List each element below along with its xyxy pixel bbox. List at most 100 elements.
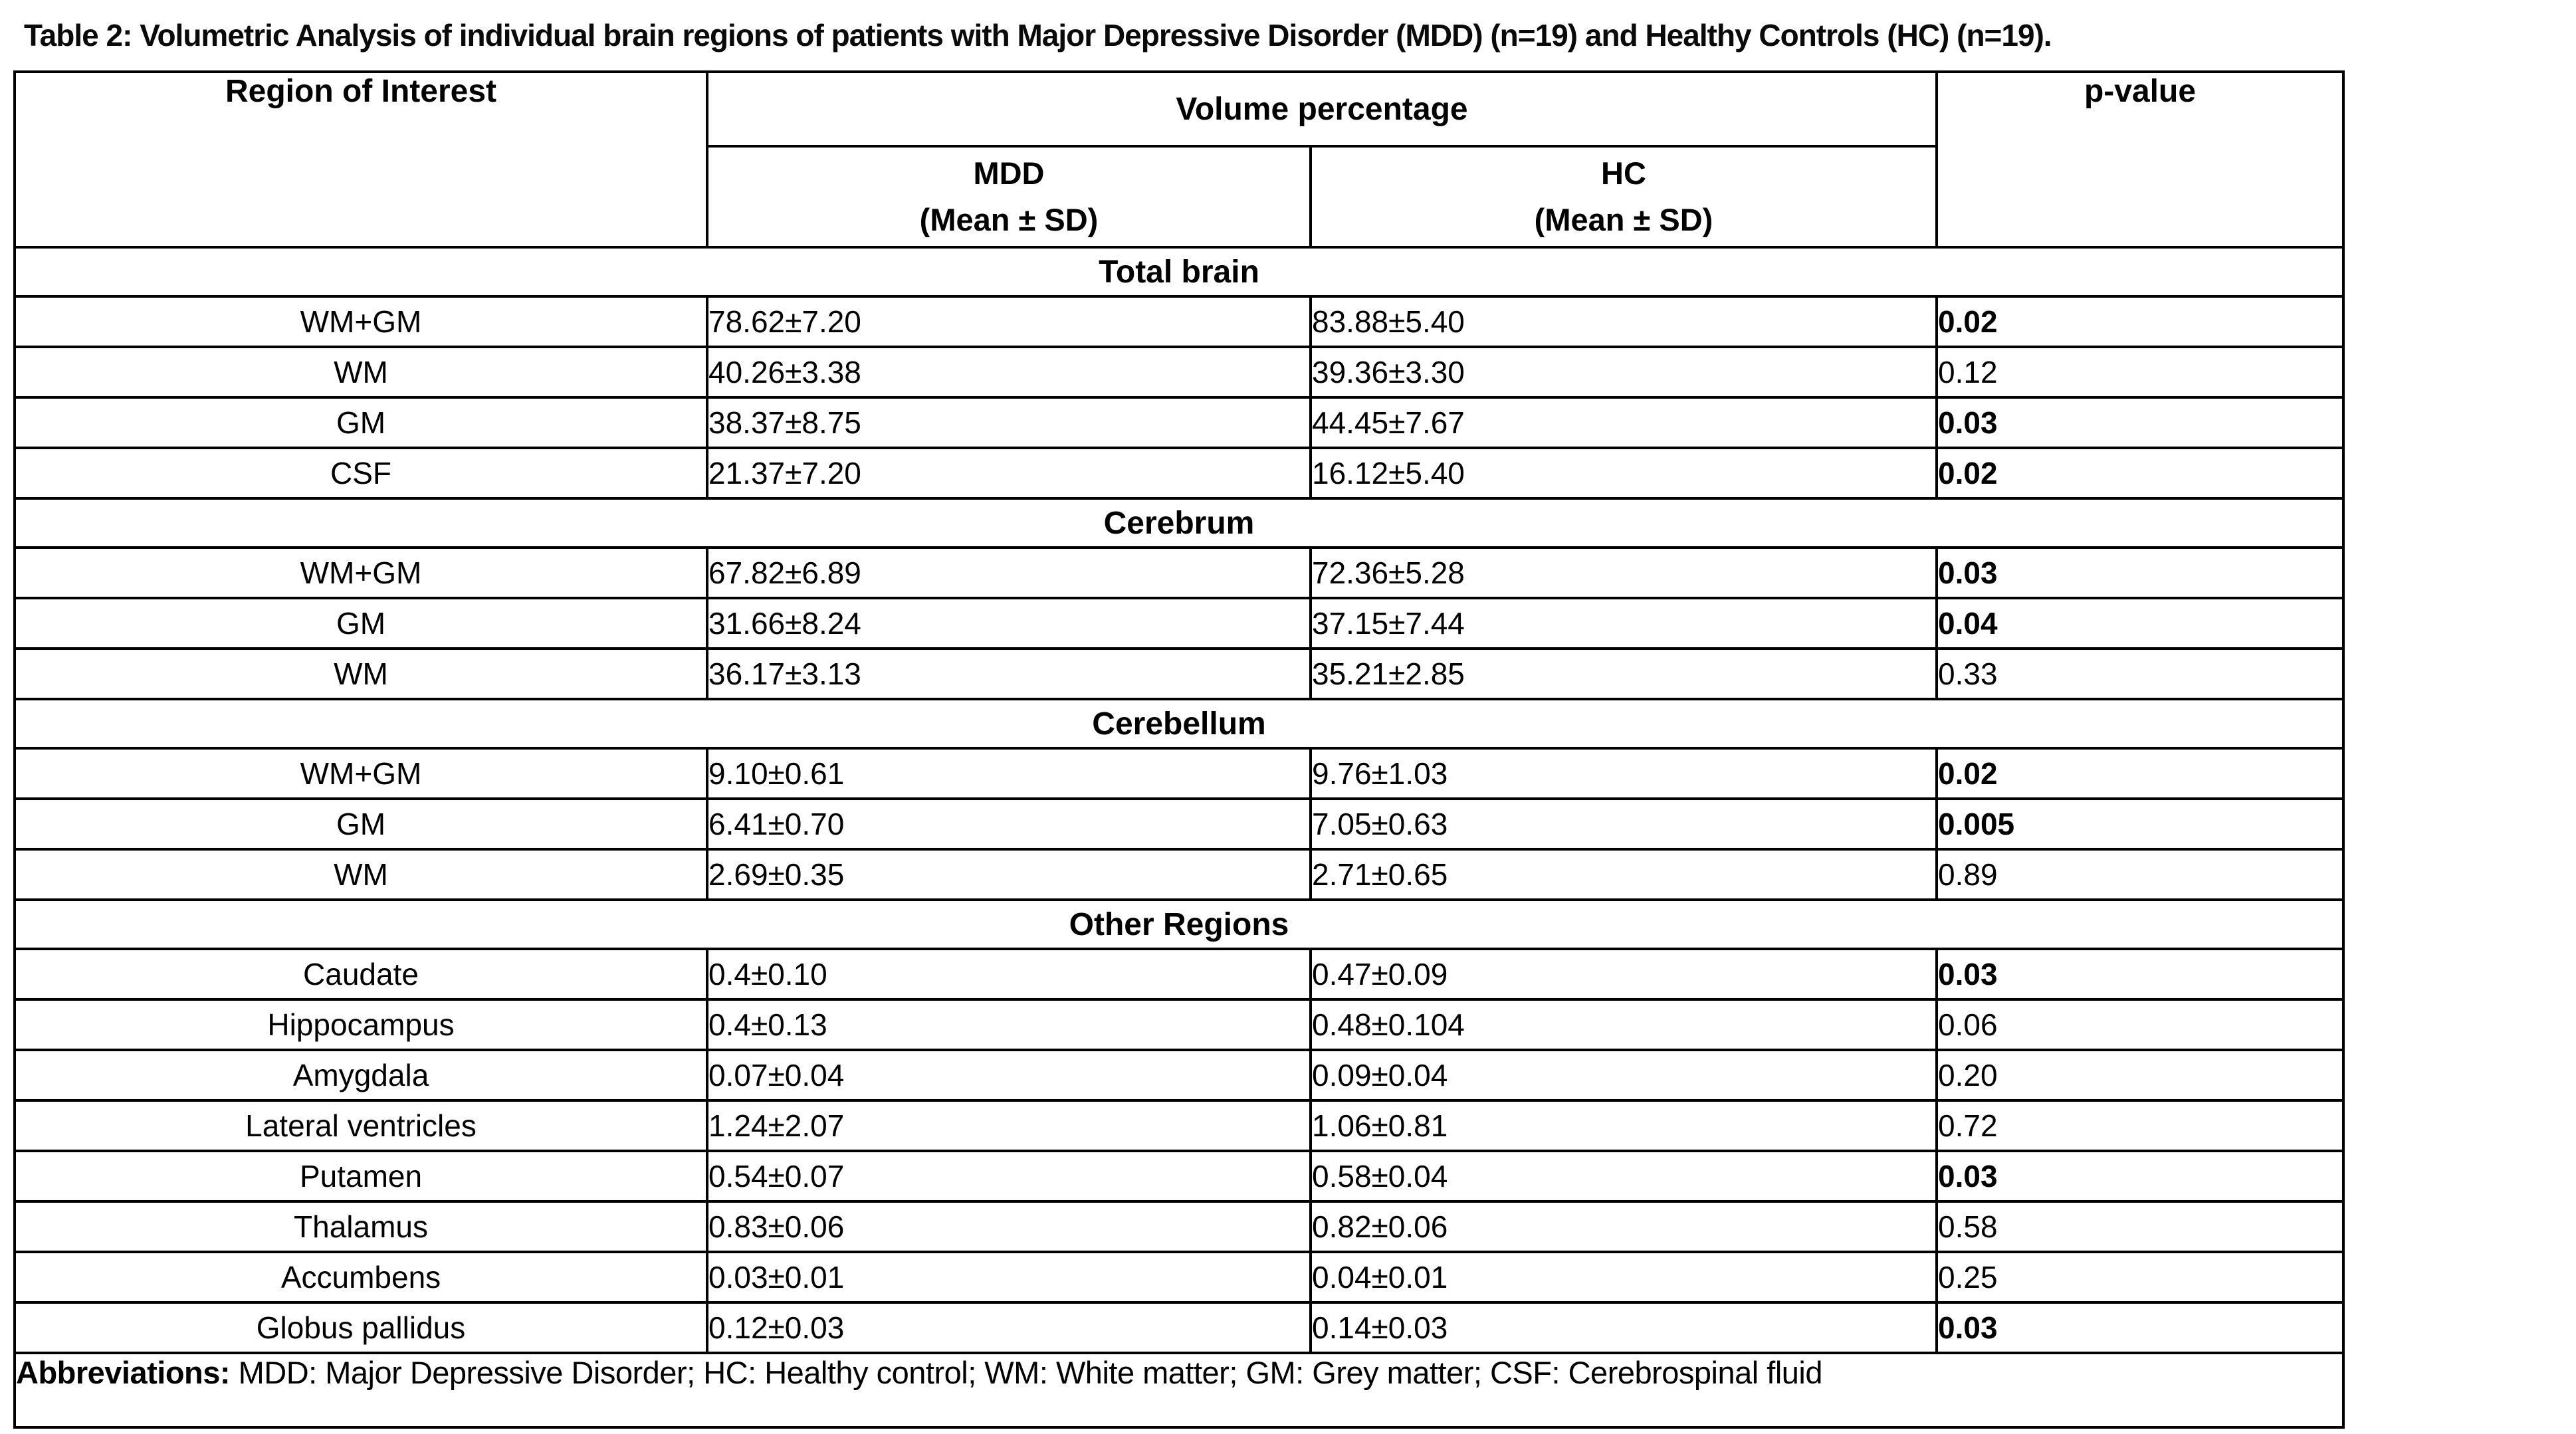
abbreviations-cell: Abbreviations: MDD: Major Depressive Dis…: [13, 1352, 2345, 1429]
region-name-cell: WM+GM: [13, 747, 708, 800]
header-row-top: Region of Interest Volume percentage p-v…: [13, 70, 2345, 249]
mdd-value-cell: 78.62±7.20: [706, 295, 1312, 348]
table-row: WM 36.17±3.13 35.21±2.85 0.33: [13, 647, 2345, 700]
mdd-value-cell: 9.10±0.61: [706, 747, 1312, 800]
table-row: Lateral ventricles 1.24±2.07 1.06±0.81 0.72: [13, 1099, 2345, 1152]
p-value-cell: 0.20: [1935, 1049, 2345, 1102]
volumetric-analysis-table: Region of Interest Volume percentage p-v…: [13, 70, 2345, 1429]
p-value-cell: 0.58: [1935, 1200, 2345, 1253]
abbreviations-text: MDD: Major Depressive Disorder; HC: Heal…: [230, 1355, 1823, 1390]
region-name-cell: GM: [13, 597, 708, 650]
p-value-cell: 0.25: [1935, 1251, 2345, 1304]
p-value-cell: 0.72: [1935, 1099, 2345, 1152]
mdd-value-cell: 38.37±8.75: [706, 396, 1312, 449]
column-header-mdd: MDD (Mean ± SD): [706, 145, 1312, 249]
hc-value-cell: 72.36±5.28: [1309, 546, 1938, 599]
hc-value-cell: 39.36±3.30: [1309, 346, 1938, 399]
table-row: CSF 21.37±7.20 16.12±5.40 0.02: [13, 447, 2345, 500]
mdd-label: MDD: [973, 155, 1045, 191]
section-title: Other Regions: [13, 898, 2345, 950]
hc-value-cell: 16.12±5.40: [1309, 447, 1938, 500]
hc-value-cell: 0.09±0.04: [1309, 1049, 1938, 1102]
mdd-value-cell: 21.37±7.20: [706, 447, 1312, 500]
table-caption: Table 2: Volumetric Analysis of individu…: [24, 18, 2052, 52]
hc-value-cell: 35.21±2.85: [1309, 647, 1938, 700]
hc-value-cell: 7.05±0.63: [1309, 797, 1938, 851]
mdd-value-cell: 2.69±0.35: [706, 848, 1312, 901]
table-row: WM+GM 9.10±0.61 9.76±1.03 0.02: [13, 747, 2345, 800]
column-header-p-value: p-value: [1935, 70, 2345, 249]
mdd-value-cell: 0.12±0.03: [706, 1301, 1312, 1354]
region-name-cell: GM: [13, 396, 708, 449]
hc-label: HC: [1601, 155, 1646, 191]
table-row: GM 31.66±8.24 37.15±7.44 0.04: [13, 597, 2345, 650]
hc-value-cell: 0.47±0.09: [1309, 948, 1938, 1001]
region-name-cell: CSF: [13, 447, 708, 500]
hc-value-cell: 0.58±0.04: [1309, 1150, 1938, 1203]
region-name-cell: WM+GM: [13, 546, 708, 599]
mdd-value-cell: 0.4±0.10: [706, 948, 1312, 1001]
section-title: Cerebrum: [13, 497, 2345, 549]
mdd-value-cell: 67.82±6.89: [706, 546, 1312, 599]
hc-value-cell: 9.76±1.03: [1309, 747, 1938, 800]
region-name-cell: Thalamus: [13, 1200, 708, 1253]
mdd-value-cell: 0.83±0.06: [706, 1200, 1312, 1253]
hc-value-cell: 0.14±0.03: [1309, 1301, 1938, 1354]
table-header: Region of Interest Volume percentage p-v…: [13, 70, 2345, 249]
hc-value-cell: 0.48±0.104: [1309, 998, 1938, 1051]
table-row: Hippocampus 0.4±0.13 0.48±0.104 0.06: [13, 998, 2345, 1051]
table-body: Total brain WM+GM 78.62±7.20 83.88±5.40 0.02…: [13, 246, 2345, 1354]
section-header-row: Other Regions: [13, 898, 2345, 950]
table-row: GM 38.37±8.75 44.45±7.67 0.03: [13, 396, 2345, 449]
table-row: Putamen 0.54±0.07 0.58±0.04 0.03: [13, 1150, 2345, 1203]
mdd-value-cell: 0.03±0.01: [706, 1251, 1312, 1304]
hc-value-cell: 0.04±0.01: [1309, 1251, 1938, 1304]
p-value-cell: 0.06: [1935, 998, 2345, 1051]
table-row: Caudate 0.4±0.10 0.47±0.09 0.03: [13, 948, 2345, 1001]
table-row: Thalamus 0.83±0.06 0.82±0.06 0.58: [13, 1200, 2345, 1253]
section-title: Total brain: [13, 246, 2345, 298]
region-name-cell: Hippocampus: [13, 998, 708, 1051]
section-title: Cerebellum: [13, 698, 2345, 750]
region-name-cell: Amygdala: [13, 1049, 708, 1102]
hc-value-cell: 44.45±7.67: [1309, 396, 1938, 449]
mdd-value-cell: 31.66±8.24: [706, 597, 1312, 650]
region-name-cell: Accumbens: [13, 1251, 708, 1304]
p-value-cell: 0.03: [1935, 546, 2345, 599]
mdd-value-cell: 6.41±0.70: [706, 797, 1312, 851]
mdd-value-cell: 1.24±2.07: [706, 1099, 1312, 1152]
p-value-cell: 0.12: [1935, 346, 2345, 399]
p-value-cell: 0.02: [1935, 295, 2345, 348]
table-row: Amygdala 0.07±0.04 0.09±0.04 0.20: [13, 1049, 2345, 1102]
table-row: WM 40.26±3.38 39.36±3.30 0.12: [13, 346, 2345, 399]
region-name-cell: Globus pallidus: [13, 1301, 708, 1354]
hc-mean-sd-label: (Mean ± SD): [1534, 202, 1713, 237]
region-name-cell: WM: [13, 848, 708, 901]
hc-value-cell: 37.15±7.44: [1309, 597, 1938, 650]
p-value-cell: 0.03: [1935, 1150, 2345, 1203]
hc-value-cell: 0.82±0.06: [1309, 1200, 1938, 1253]
section-header-row: Cerebellum: [13, 698, 2345, 750]
hc-value-cell: 83.88±5.40: [1309, 295, 1938, 348]
region-name-cell: Putamen: [13, 1150, 708, 1203]
region-name-cell: WM+GM: [13, 295, 708, 348]
section-header-row: Cerebrum: [13, 497, 2345, 549]
section-header-row: Total brain: [13, 246, 2345, 298]
table-row: GM 6.41±0.70 7.05±0.63 0.005: [13, 797, 2345, 851]
p-value-cell: 0.005: [1935, 797, 2345, 851]
table-row: Globus pallidus 0.12±0.03 0.14±0.03 0.03: [13, 1301, 2345, 1354]
p-value-cell: 0.02: [1935, 747, 2345, 800]
table-row: WM 2.69±0.35 2.71±0.65 0.89: [13, 848, 2345, 901]
mdd-value-cell: 40.26±3.38: [706, 346, 1312, 399]
region-name-cell: WM: [13, 647, 708, 700]
region-name-cell: WM: [13, 346, 708, 399]
column-header-hc: HC (Mean ± SD): [1309, 145, 1938, 249]
abbreviations-row: Abbreviations: MDD: Major Depressive Dis…: [13, 1352, 2345, 1429]
mdd-value-cell: 0.54±0.07: [706, 1150, 1312, 1203]
p-value-cell: 0.02: [1935, 447, 2345, 500]
hc-value-cell: 1.06±0.81: [1309, 1099, 1938, 1152]
p-value-cell: 0.33: [1935, 647, 2345, 700]
column-header-region-of-interest: Region of Interest: [13, 70, 708, 249]
p-value-cell: 0.04: [1935, 597, 2345, 650]
